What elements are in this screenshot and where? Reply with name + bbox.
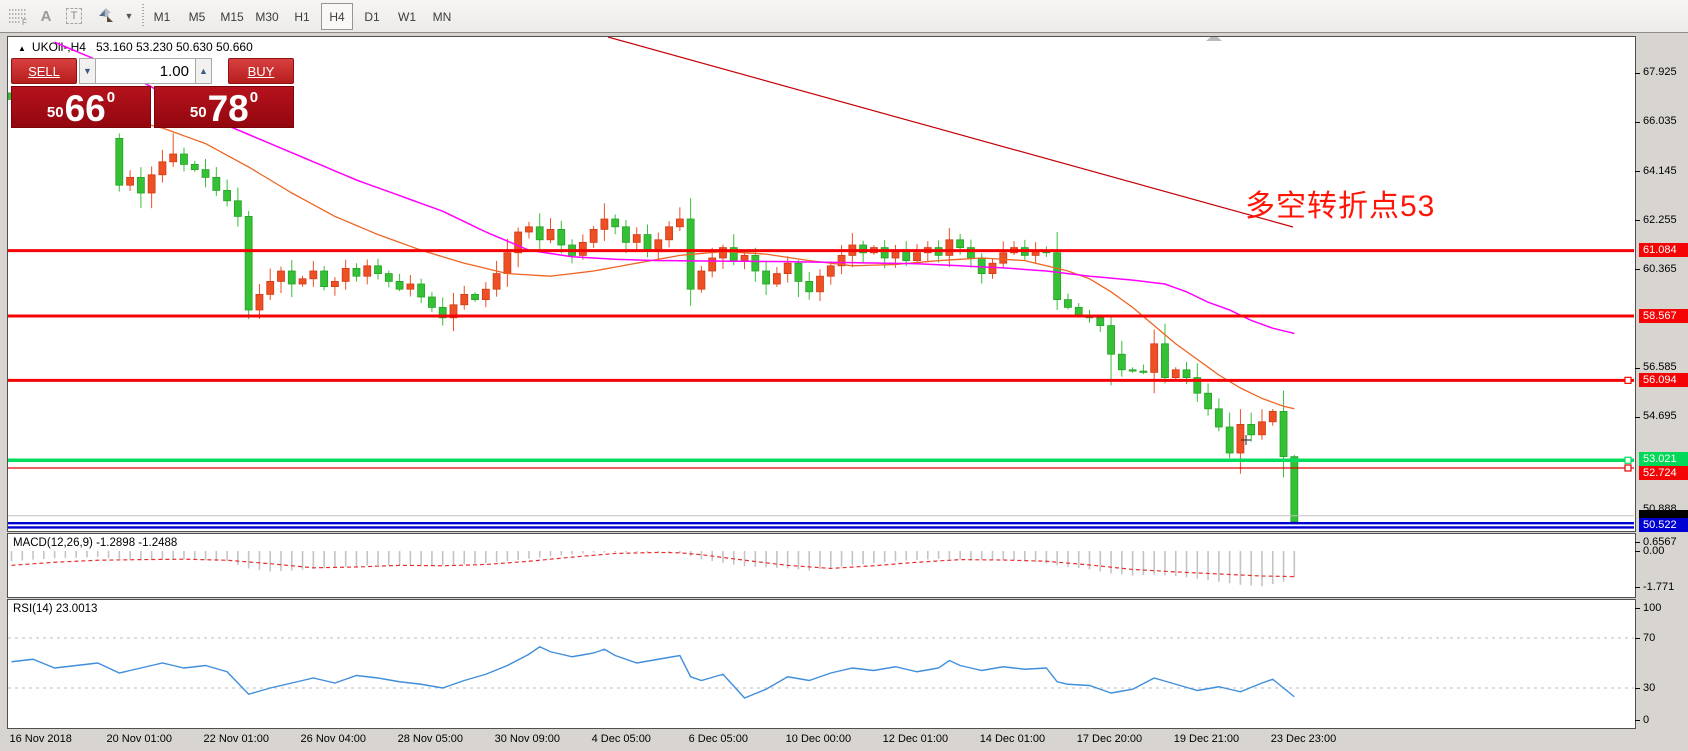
axis-tickmark [1635, 171, 1640, 173]
timeframe-button-h4[interactable]: H4 [321, 3, 353, 30]
candlestick-chart-canvas[interactable] [8, 37, 1635, 531]
timeframe-button-m5[interactable]: M5 [188, 10, 206, 24]
macd-tick-label: 0.00 [1643, 544, 1665, 557]
main-chart-panel[interactable]: ▲ UKOil-,H4 53.160 53.230 50.630 50.660 多空… [7, 36, 1636, 532]
timeframe-button-h1[interactable]: H1 [294, 10, 310, 24]
rsi-tick-label: 0 [1643, 713, 1650, 726]
time-axis[interactable]: 16 Nov 2018 20 Nov 01:00 22 Nov 01:00 26 No… [0, 733, 1635, 751]
hline-price-label: 50.522 [1639, 518, 1688, 532]
date-label: 14 Dec 01:00 [979, 733, 1046, 745]
date-label: 30 Nov 09:00 [494, 733, 561, 745]
axis-tickmark [1635, 608, 1640, 609]
axis-tickmark [1635, 587, 1640, 589]
axis-tickmark [1635, 269, 1640, 271]
timeframe-button-mn[interactable]: MN [432, 10, 452, 24]
date-label: 4 Dec 05:00 [591, 733, 651, 745]
date-label: 22 Nov 01:00 [203, 733, 269, 745]
rsi-tick-label: 100 [1643, 601, 1662, 614]
price-tick-label: 64.145 [1643, 164, 1677, 177]
macd-tick-label: -1.771 [1643, 580, 1675, 593]
sell-price-display[interactable]: 50 66 0 [11, 86, 151, 128]
date-label: 28 Nov 05:00 [397, 733, 464, 745]
axis-tickmark [1635, 416, 1640, 418]
hline-price-label: 56.094 [1639, 373, 1688, 387]
collapse-icon[interactable]: ▲ [18, 44, 26, 53]
date-label: 20 Nov 01:00 [106, 733, 172, 745]
timeframe-button-m30[interactable]: M30 [255, 10, 279, 24]
svg-text:F: F [22, 18, 27, 25]
timeframe-button-m1[interactable]: M1 [153, 10, 171, 24]
volume-input[interactable] [96, 58, 195, 84]
macd-tick-label: 0.6567 [1643, 535, 1677, 548]
axis-tickmark [1635, 72, 1640, 74]
axis-tickmark [1635, 688, 1640, 689]
date-label: 12 Dec 01:00 [882, 733, 949, 745]
rsi-chart-canvas[interactable] [8, 600, 1635, 728]
date-label: 17 Dec 20:00 [1076, 733, 1143, 745]
hline-price-label: 58.567 [1639, 309, 1688, 323]
toolbar-separator[interactable] [140, 4, 145, 28]
hline-price-label: 53.021 [1639, 452, 1688, 466]
date-label: 26 Nov 04:00 [300, 733, 366, 745]
toolbar: F A T ▼ M1 M5 M15 M30 H1 H4 D1 W1 MN [0, 0, 1688, 33]
axis-tickmark [1635, 220, 1640, 222]
price-tick-label: 62.255 [1643, 213, 1677, 226]
hline-price-label: 61.084 [1639, 243, 1688, 257]
date-label: 16 Nov 2018 [9, 733, 72, 745]
text-label-icon[interactable]: A [40, 7, 52, 25]
rsi-tick-label: 30 [1643, 681, 1656, 694]
price-tick-label: 67.925 [1643, 66, 1677, 79]
price-tick-label: 60.365 [1643, 262, 1677, 275]
macd-label: MACD(12,26,9) -1.2898 -1.2488 [13, 537, 178, 549]
rsi-label: RSI(14) 23.0013 [13, 603, 98, 615]
axis-tickmark [1635, 551, 1640, 552]
volume-increase-button[interactable]: ▲ [195, 58, 212, 84]
axis-tickmark [1635, 720, 1640, 721]
arrange-objects-icon[interactable] [92, 4, 122, 28]
macd-panel[interactable]: MACD(12,26,9) -1.2898 -1.2488 [7, 533, 1636, 598]
rsi-panel[interactable]: RSI(14) 23.0013 [7, 599, 1636, 729]
date-label: 6 Dec 05:00 [688, 733, 748, 745]
price-tick-label: 54.695 [1643, 410, 1677, 423]
timeframe-button-d1[interactable]: D1 [364, 10, 380, 24]
macd-chart-canvas[interactable] [8, 534, 1635, 597]
date-label: 19 Dec 21:00 [1173, 733, 1240, 745]
rsi-tick-label: 70 [1643, 631, 1656, 644]
text-box-icon[interactable]: T [62, 4, 86, 28]
axis-tickmark [1635, 542, 1640, 543]
date-label: 10 Dec 00:00 [785, 733, 852, 745]
price-tick-label: 66.035 [1643, 115, 1677, 128]
price-tick-label: 56.585 [1643, 361, 1677, 374]
volume-decrease-button[interactable]: ▼ [79, 58, 96, 84]
sell-button[interactable]: SELL [11, 58, 77, 84]
hline-price-label: 52.724 [1639, 466, 1688, 480]
axis-tickmark [1635, 367, 1640, 369]
indicator-grid-icon[interactable]: F [6, 4, 32, 28]
dropdown-caret-icon[interactable]: ▼ [124, 11, 134, 21]
axis-tickmark [1635, 121, 1640, 123]
timeframe-button-m15[interactable]: M15 [220, 10, 244, 24]
date-label: 23 Dec 23:00 [1270, 733, 1337, 745]
chart-annotation-text: 多空转折点53 [1245, 190, 1436, 223]
ohlc-values: 53.160 53.230 50.630 50.660 [95, 40, 253, 54]
buy-price-display[interactable]: 50 78 0 [154, 86, 294, 128]
timeframe-button-w1[interactable]: W1 [398, 10, 416, 24]
buy-button[interactable]: BUY [228, 58, 294, 84]
axis-tickmark [1635, 638, 1640, 639]
